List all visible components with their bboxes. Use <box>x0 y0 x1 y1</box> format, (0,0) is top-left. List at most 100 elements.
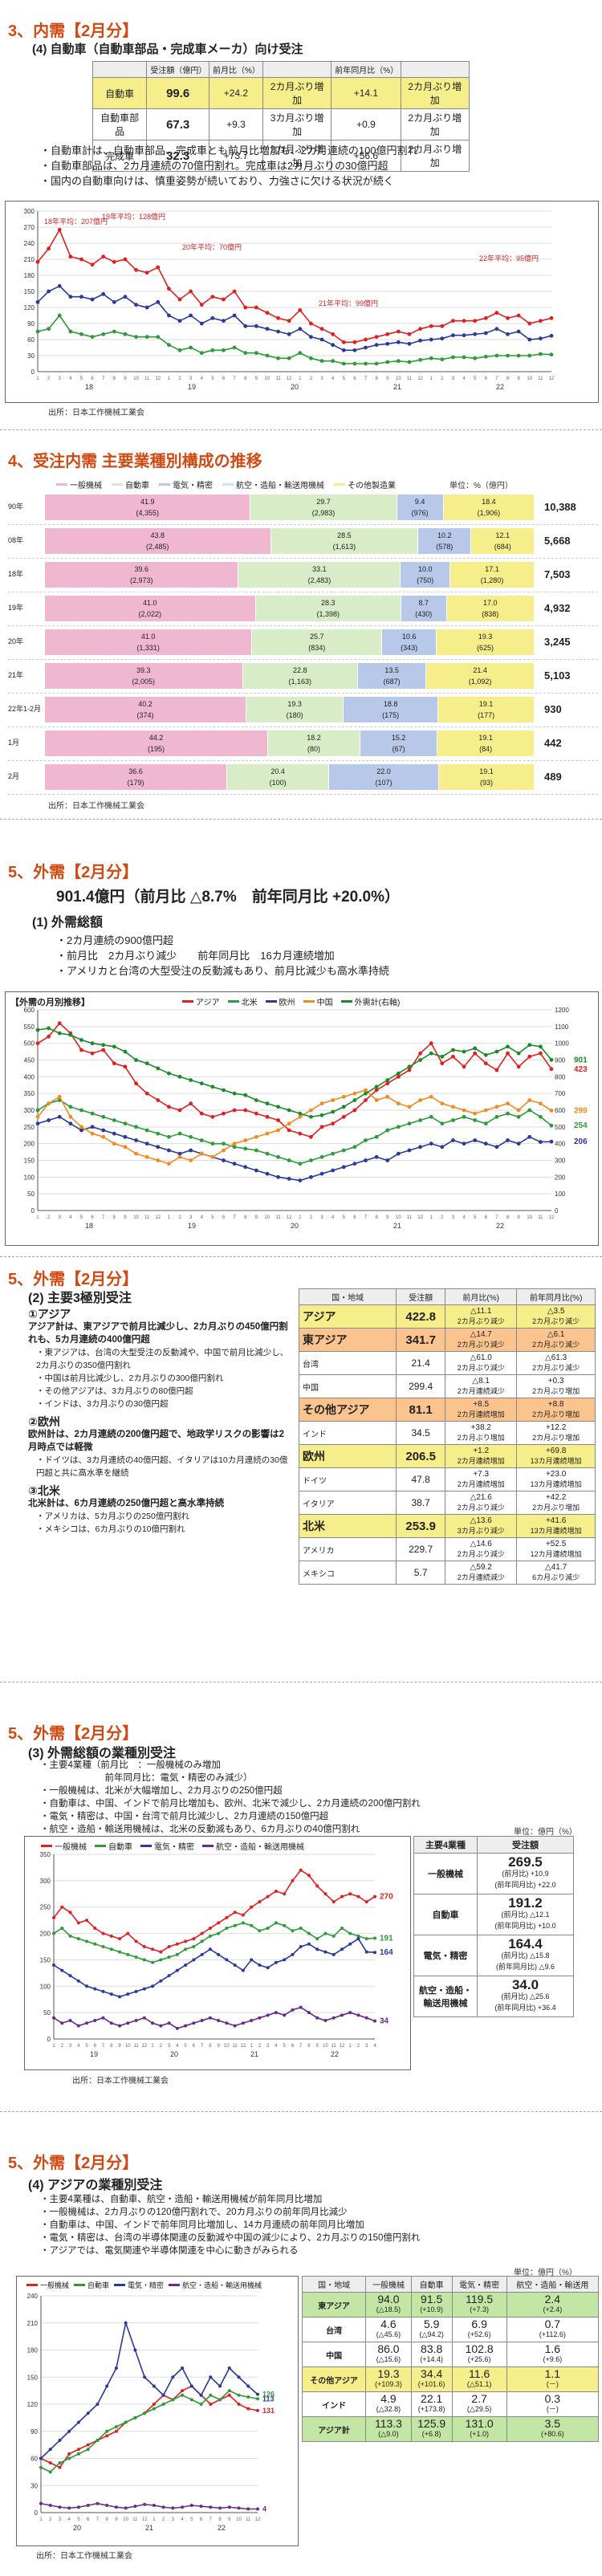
x-month-tick: 6 <box>91 376 94 381</box>
cell-value: 1.6 <box>544 2342 561 2355</box>
segment-amount: (84) <box>479 745 493 753</box>
data-point <box>319 327 324 332</box>
industry-amount: 164.4 <box>508 1936 543 1951</box>
cell-value: 6.9 <box>471 2318 487 2330</box>
data-point <box>258 2016 262 2020</box>
data-point <box>364 1138 368 1142</box>
x-month-tick: 2 <box>49 2517 52 2522</box>
x-month-tick: 1 <box>52 2044 55 2049</box>
data-point <box>451 1048 455 1052</box>
bar-segment: 41.0 (1,331) <box>45 629 253 655</box>
data-point <box>549 352 554 357</box>
data-point <box>52 1931 55 1935</box>
data-point <box>298 307 303 312</box>
data-point <box>364 2016 368 2020</box>
data-point <box>291 1952 295 1956</box>
industry-amount: 191.2 <box>508 1895 543 1911</box>
mom-text: 2カ月ぶり減少 <box>457 1550 505 1558</box>
legend-item: アジア <box>182 995 220 1007</box>
data-point <box>76 2452 80 2456</box>
data-point <box>299 1927 303 1930</box>
region-yoy: +52.5 12カ月連続増加 <box>516 1537 596 1561</box>
cell-value: 11.6 <box>469 2367 490 2380</box>
data-point <box>210 1141 215 1146</box>
y2-tick-label: 1000 <box>555 1040 569 1048</box>
x-month-tick: 1 <box>430 1215 433 1220</box>
cell-value: 83.8 <box>421 2342 443 2355</box>
data-point <box>57 313 62 318</box>
data-point <box>332 1952 336 1956</box>
legend-swatch <box>140 1845 152 1847</box>
data-point <box>440 1101 445 1106</box>
x-month-tick: 9 <box>255 1215 258 1220</box>
data-point <box>156 1098 161 1102</box>
x-month-tick: 8 <box>307 2044 311 2049</box>
data-point <box>246 2407 250 2411</box>
data-point <box>143 2375 147 2379</box>
data-point <box>494 1105 499 1109</box>
data-point <box>189 2504 193 2507</box>
x-year-label: 21 <box>393 1222 401 1230</box>
table-row: インド 34.5 +38.2 2カ月ぶり増加 +12.2 2カ月ぶり増加 <box>298 1421 596 1445</box>
data-point <box>374 343 379 348</box>
legend-item: 航空・造船・輸送用機械 <box>169 2280 262 2290</box>
data-point <box>209 2403 213 2406</box>
data-point <box>68 2019 72 2022</box>
data-point <box>112 259 116 264</box>
data-point <box>506 332 510 336</box>
legend-label: 一般機械 <box>40 2281 70 2289</box>
x-month-tick: 3 <box>452 376 455 381</box>
table-cell-mom: +73.7 <box>208 140 263 172</box>
industry-amount: 269.5 <box>508 1854 543 1870</box>
section-subtitle: (2) 主要3極別受注 <box>28 1292 132 1305</box>
x-month-tick: 4 <box>275 2044 278 2049</box>
x-month-tick: 10 <box>396 1215 401 1220</box>
data-point <box>374 1085 379 1089</box>
data-point <box>105 2429 109 2433</box>
table-header: 国・地域 <box>298 1288 397 1305</box>
y-tick-label: 120 <box>24 304 35 311</box>
data-point <box>494 311 499 315</box>
data-point <box>462 1064 466 1069</box>
industry-yoy: (前年同月比) +22.0 <box>494 1881 556 1889</box>
data-point <box>418 1051 422 1056</box>
data-point <box>159 1958 163 1962</box>
data-point <box>274 1960 278 1964</box>
data-point <box>266 1894 270 1898</box>
data-point <box>167 1945 171 1948</box>
table-cell-yoy: +0.9 <box>331 108 401 140</box>
data-point <box>243 305 248 310</box>
region-name: ドイツ <box>298 1467 397 1491</box>
x-month-tick: 3 <box>452 1215 455 1220</box>
data-point <box>222 348 226 352</box>
bullet-list: ・2カ月連続の900億円超 ・前月比 2カ月ぶり減少 前年同月比 16カ月連続増加… <box>56 933 389 979</box>
bar-segment: 39.3 (2,005) <box>45 663 243 689</box>
data-point <box>101 291 106 296</box>
data-point <box>48 2504 52 2507</box>
data-point <box>241 2021 245 2025</box>
data-point <box>58 2505 62 2509</box>
data-point <box>167 1071 171 1076</box>
segment-value: 19.3 <box>478 633 493 641</box>
region-name: 欧州 <box>298 1444 397 1468</box>
data-point <box>47 327 51 332</box>
data-point <box>373 2019 376 2023</box>
data-point <box>340 2013 344 2017</box>
segment-value: 40.2 <box>138 700 153 708</box>
data-point <box>124 2321 128 2325</box>
row-label: 19年 <box>8 604 24 612</box>
data-point <box>331 332 336 336</box>
industry-cell: 83.8 (+14.4) <box>410 2342 453 2367</box>
data-point <box>225 2021 229 2025</box>
x-month-tick: 7 <box>102 376 105 381</box>
data-point <box>68 1114 73 1119</box>
cell-value: 94.0 <box>377 2293 400 2305</box>
data-point <box>105 2434 109 2438</box>
data-point <box>323 1892 327 1896</box>
data-point <box>60 1905 64 1909</box>
data-point <box>373 1936 376 1940</box>
data-point <box>35 1028 40 1032</box>
bar-segment: 20.4 (100) <box>227 764 330 790</box>
region-yoy: +12.2 2カ月ぶり増加 <box>516 1421 596 1445</box>
x-month-tick: 1 <box>36 376 39 381</box>
